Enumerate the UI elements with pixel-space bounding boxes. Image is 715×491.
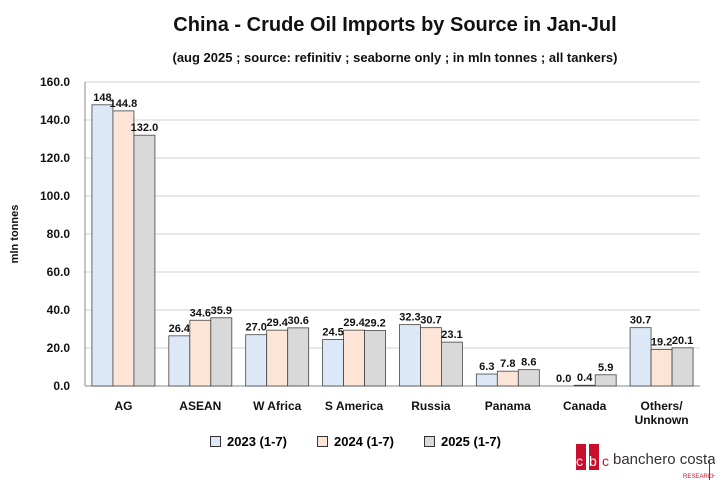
bar-2024 (573, 384, 596, 387)
bar-2025 (594, 374, 617, 387)
svg-text:c: c (576, 453, 583, 469)
data-label: 0.4 (577, 372, 593, 384)
bar-2025 (210, 317, 233, 387)
data-label: 7.8 (500, 358, 515, 370)
legend-swatch (210, 436, 221, 447)
data-label: 144.8 (110, 98, 138, 110)
x-tick-label: Unknown (635, 413, 689, 427)
legend-item: 2024 (1-7) (316, 434, 394, 449)
legend-swatch (316, 436, 328, 447)
svg-text:RESEARCH: RESEARCH (683, 474, 715, 480)
x-tick-label: Russia (411, 399, 451, 413)
y-axis-label: mln tonnes (9, 205, 21, 264)
data-label: 148 (93, 92, 111, 104)
y-tick-label: 80.0 (47, 227, 71, 241)
legend: 2023 (1-7) 2024 (1-7) 2025 (1-7) (210, 434, 501, 449)
data-label: 32.3 (399, 312, 420, 324)
bar-2024 (343, 329, 365, 387)
data-label: 6.3 (479, 361, 494, 373)
chart-subtitle: (aug 2025 ; source: refinitiv ; seaborne… (172, 50, 618, 65)
y-tick-label: 60.0 (47, 265, 71, 279)
y-tick-label: 100.0 (40, 189, 70, 203)
legend-item: 2025 (1-7) (423, 434, 501, 449)
bar-2024 (266, 329, 289, 387)
y-tick-label: 120.0 (40, 151, 70, 165)
bar-2023 (322, 339, 344, 387)
data-label: 30.7 (630, 315, 651, 327)
legend-label: 2023 (1-7) (227, 434, 287, 449)
data-label: 132.0 (131, 122, 159, 134)
banchero-costa-logo: c b c banchero costa RESEARCH (573, 440, 715, 491)
x-tick-label: Others/ (641, 399, 684, 413)
data-label: 5.9 (598, 362, 613, 374)
data-label: 26.4 (169, 323, 191, 335)
y-tick-label: 140.0 (40, 113, 70, 127)
x-tick-label: W Africa (253, 399, 302, 413)
data-label: 24.5 (322, 326, 343, 338)
bar-2024 (496, 370, 519, 387)
data-label: 0.0 (556, 373, 571, 385)
x-tick-label: AG (114, 399, 132, 413)
data-label: 35.9 (211, 305, 232, 317)
svg-text:banchero costa: banchero costa (613, 451, 715, 468)
data-label: 27.0 (245, 322, 266, 334)
data-label: 29.4 (266, 317, 288, 329)
y-tick-label: 20.0 (47, 341, 71, 355)
bar-2025 (441, 341, 463, 387)
data-label: 30.7 (420, 315, 441, 327)
legend-swatch (423, 436, 435, 447)
legend-label: 2024 (1-7) (333, 434, 394, 449)
legend-item: 2023 (1-7) (210, 434, 287, 449)
bar-2023 (629, 327, 652, 387)
data-label: 34.6 (190, 307, 211, 319)
bar-2025 (133, 134, 156, 387)
bar-2023 (245, 334, 268, 387)
bar-2024 (650, 349, 673, 387)
data-label: 30.6 (287, 315, 308, 327)
x-tick-label: Panama (485, 399, 531, 413)
data-label: 29.2 (364, 318, 385, 330)
y-tick-label: 40.0 (47, 303, 71, 317)
y-tick-label: 160.0 (40, 75, 70, 89)
x-tick-label: S America (325, 399, 384, 413)
chart-title: China - Crude Oil Imports by Source in J… (173, 14, 617, 36)
svg-text:c: c (602, 453, 609, 469)
bar-2025 (287, 327, 310, 387)
bar-2024 (420, 327, 442, 387)
bar-2025 (671, 347, 694, 387)
legend-label: 2025 (1-7) (440, 434, 501, 449)
svg-text:b: b (589, 453, 597, 469)
y-tick-label: 0.0 (53, 379, 70, 393)
bar-2023 (91, 104, 114, 387)
bar-2023 (168, 335, 191, 387)
bar-2025 (364, 330, 386, 387)
x-tick-label: ASEAN (179, 399, 221, 413)
data-label: 29.4 (343, 317, 365, 329)
x-tick-label: Canada (563, 399, 607, 413)
data-label: 20.1 (672, 335, 693, 347)
bar-2024 (189, 319, 212, 387)
bar-2023 (475, 373, 498, 387)
data-label: 23.1 (441, 329, 462, 341)
data-label: 8.6 (521, 357, 536, 369)
data-label: 19.2 (651, 337, 672, 349)
bar-2025 (517, 369, 540, 387)
bar-2023 (399, 324, 421, 387)
bar-2024 (112, 110, 135, 387)
